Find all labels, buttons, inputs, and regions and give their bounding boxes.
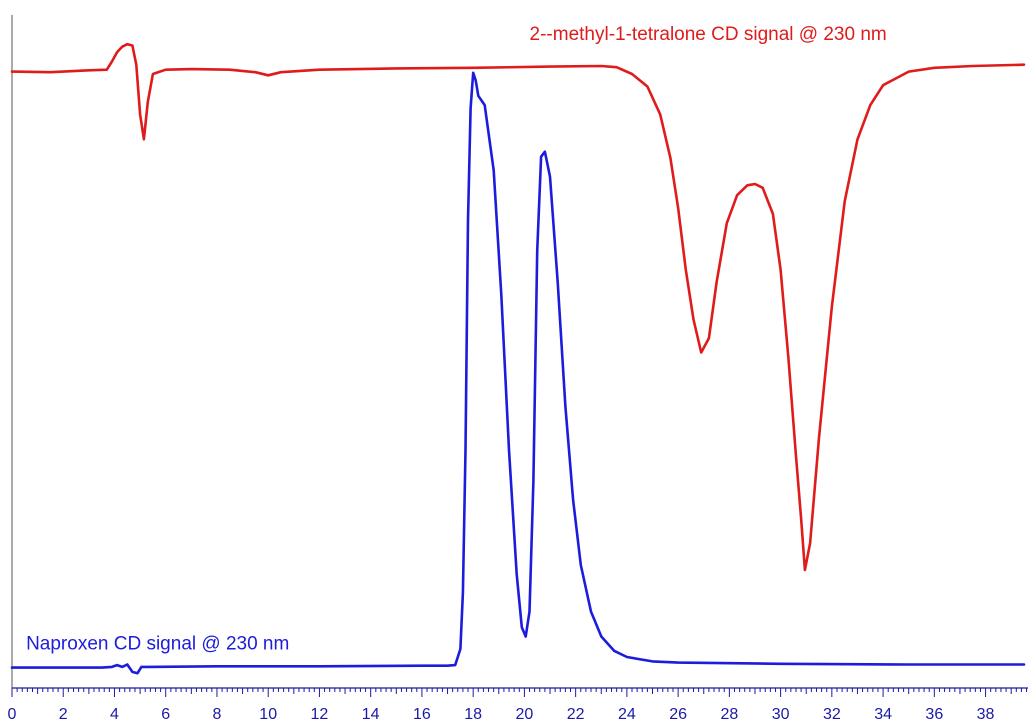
x-tick-label: 30 (772, 706, 790, 723)
x-tick-label: 14 (362, 706, 380, 723)
x-tick-label: 4 (110, 706, 119, 723)
x-tick-label: 18 (464, 706, 482, 723)
x-tick-labels: 0 2 4 6 8 10 12 14 16 18 20 22 24 26 28 30 32 34 36 38 (8, 706, 995, 723)
axes: 0 2 4 6 8 10 12 14 16 18 20 22 24 26 28 30 32 34 36 38 (8, 15, 1028, 723)
x-tick-label: 10 (259, 706, 277, 723)
x-tick-label: 2 (59, 706, 68, 723)
x-tick-label: 32 (823, 706, 841, 723)
x-tick-label: 12 (311, 706, 329, 723)
x-ticks (11, 688, 1028, 697)
series-label-0: 2--methyl-1-tetralone CD signal @ 230 nm (530, 24, 887, 45)
x-tick-label: 22 (567, 706, 585, 723)
x-tick-label: 34 (874, 706, 892, 723)
annotation-layer: 2--methyl-1-tetralone CD signal @ 230 nm… (26, 24, 887, 655)
x-tick-label: 38 (977, 706, 995, 723)
x-tick-label: 36 (925, 706, 943, 723)
x-tick-label: 16 (413, 706, 431, 723)
x-tick-label: 8 (213, 706, 222, 723)
series-label-1: Naproxen CD signal @ 230 nm (26, 634, 289, 655)
series-line-1 (10, 71, 1026, 675)
x-tick-label: 26 (669, 706, 687, 723)
x-tick-label: 28 (720, 706, 738, 723)
series-layer (10, 42, 1026, 675)
x-tick-label: 20 (516, 706, 534, 723)
x-tick-label: 6 (161, 706, 170, 723)
x-tick-label: 0 (8, 706, 17, 723)
x-tick-label: 24 (618, 706, 636, 723)
series-line-0 (10, 42, 1026, 572)
